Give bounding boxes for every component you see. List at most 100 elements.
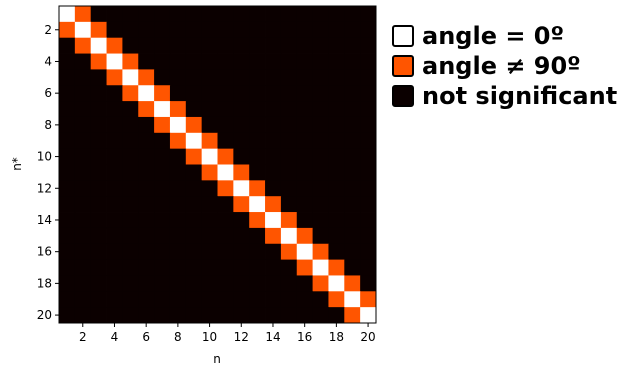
- heatmap-cell-nonorth: [344, 275, 361, 292]
- x-axis-ticks: 2 4 6 8 10 12 14 16 18 20: [79, 323, 376, 344]
- heatmap-cell-nonorth: [201, 132, 218, 150]
- heatmap-cell-ns: [90, 85, 107, 102]
- heatmap-cell-ns: [185, 85, 203, 102]
- heatmap-cell-ns: [106, 291, 123, 308]
- x-tick-label: 4: [111, 330, 119, 344]
- heatmap-cell-ns: [59, 259, 76, 276]
- heatmap-cell-ns: [249, 307, 266, 324]
- heatmap-cell-ns: [122, 259, 139, 276]
- heatmap-cell-ns: [59, 212, 76, 229]
- heatmap-cell-nonorth: [138, 69, 155, 86]
- heatmap-cell-ns: [74, 227, 92, 245]
- heatmap-cell-ns: [106, 101, 123, 118]
- legend: angle = 0º angle ≠ 90º not significant: [392, 21, 617, 111]
- heatmap-cell-ns: [185, 212, 203, 229]
- heatmap-cell-ns: [233, 132, 250, 150]
- heatmap-cell-ns: [154, 196, 171, 213]
- heatmap-cell-ns: [360, 132, 377, 150]
- heatmap-cell-nonorth: [106, 37, 123, 54]
- heatmap-cell-ns: [249, 291, 266, 308]
- heatmap-cell-ns: [169, 291, 187, 308]
- heatmap-cell-ns: [344, 53, 361, 70]
- heatmap-cell-ns: [138, 148, 155, 165]
- heatmap-cell-ns: [360, 101, 377, 118]
- heatmap-cell-ns: [344, 196, 361, 213]
- heatmap-cell-ns: [59, 291, 76, 308]
- legend-swatch-black: [392, 85, 414, 107]
- heatmap-cell-ns: [154, 53, 171, 70]
- heatmap-cell-ns: [328, 148, 345, 165]
- heatmap-cell-ns: [296, 196, 313, 213]
- heatmap-cell-ns: [249, 148, 266, 165]
- heatmap-cell-ns: [154, 148, 171, 165]
- heatmap-cell-ns: [265, 291, 282, 308]
- heatmap-cell-ns: [185, 53, 203, 70]
- heatmap-cell-ns: [280, 196, 298, 213]
- heatmap-cell-ns: [169, 148, 187, 165]
- y-tick-label: 8: [44, 118, 52, 132]
- heatmap-cell-zero: [185, 132, 203, 150]
- y-tick-label: 14: [37, 213, 52, 227]
- heatmap-cell-ns: [59, 196, 76, 213]
- heatmap-cell-ns: [154, 307, 171, 324]
- heatmap-cell-ns: [74, 243, 92, 260]
- heatmap-cell-ns: [169, 6, 187, 23]
- heatmap-cell-ns: [154, 69, 171, 86]
- heatmap-cell-ns: [59, 69, 76, 86]
- heatmap-cell-ns: [296, 180, 313, 197]
- heatmap-cell-ns: [74, 132, 92, 150]
- heatmap-cell-ns: [312, 212, 329, 229]
- heatmap-cell-ns: [74, 69, 92, 86]
- heatmap-cell-ns: [201, 53, 218, 70]
- heatmap-cell-ns: [296, 85, 313, 102]
- heatmap-cell-ns: [138, 243, 155, 260]
- heatmap-cell-ns: [106, 85, 123, 102]
- heatmap-cell-nonorth: [154, 85, 171, 102]
- heatmap-cell-ns: [280, 101, 298, 118]
- heatmap-cell-ns: [217, 275, 234, 292]
- heatmap-cell-ns: [328, 37, 345, 54]
- heatmap-cell-zero: [312, 259, 329, 276]
- heatmap-cell-ns: [90, 227, 107, 245]
- heatmap-cell-ns: [154, 212, 171, 229]
- heatmap-cell-zero: [217, 164, 234, 181]
- heatmap-cell-ns: [122, 164, 139, 181]
- heatmap-cell-nonorth: [360, 291, 377, 308]
- heatmap-cell-ns: [265, 164, 282, 181]
- heatmap-cell-ns: [106, 307, 123, 324]
- heatmap-cell-ns: [154, 275, 171, 292]
- heatmap-cell-ns: [154, 6, 171, 23]
- y-tick-label: 12: [37, 181, 52, 195]
- y-tick-label: 18: [37, 276, 52, 290]
- heatmap-cell-ns: [59, 132, 76, 150]
- heatmap-cell-ns: [265, 53, 282, 70]
- heatmap-cell-ns: [59, 148, 76, 165]
- heatmap-cell-nonorth: [265, 227, 282, 245]
- heatmap-cell-ns: [90, 148, 107, 165]
- heatmap-cell-ns: [312, 85, 329, 102]
- heatmap-cell-ns: [265, 116, 282, 134]
- heatmap-cell-ns: [185, 69, 203, 86]
- heatmap-cell-ns: [280, 85, 298, 102]
- heatmap-cell-ns: [344, 180, 361, 197]
- heatmap-cell-ns: [296, 116, 313, 134]
- heatmap-cell-ns: [59, 116, 76, 134]
- heatmap-cell-ns: [328, 307, 345, 324]
- heatmap-cell-ns: [169, 164, 187, 181]
- heatmap-cell-ns: [296, 212, 313, 229]
- heatmap-cell-ns: [122, 196, 139, 213]
- heatmap-cell-ns: [312, 196, 329, 213]
- heatmap-cell-ns: [201, 227, 218, 245]
- heatmap-cell-ns: [265, 21, 282, 39]
- heatmap-cell-ns: [138, 275, 155, 292]
- legend-swatch-white: [392, 25, 414, 47]
- plot-frame: [58, 5, 377, 324]
- heatmap-cell-ns: [74, 259, 92, 276]
- heatmap-cell-ns: [138, 212, 155, 229]
- heatmap-cell-zero: [201, 148, 218, 165]
- heatmap-cell-ns: [169, 180, 187, 197]
- heatmap-cell-ns: [90, 243, 107, 260]
- heatmap-cell-ns: [169, 21, 187, 39]
- heatmap-cell-ns: [360, 69, 377, 86]
